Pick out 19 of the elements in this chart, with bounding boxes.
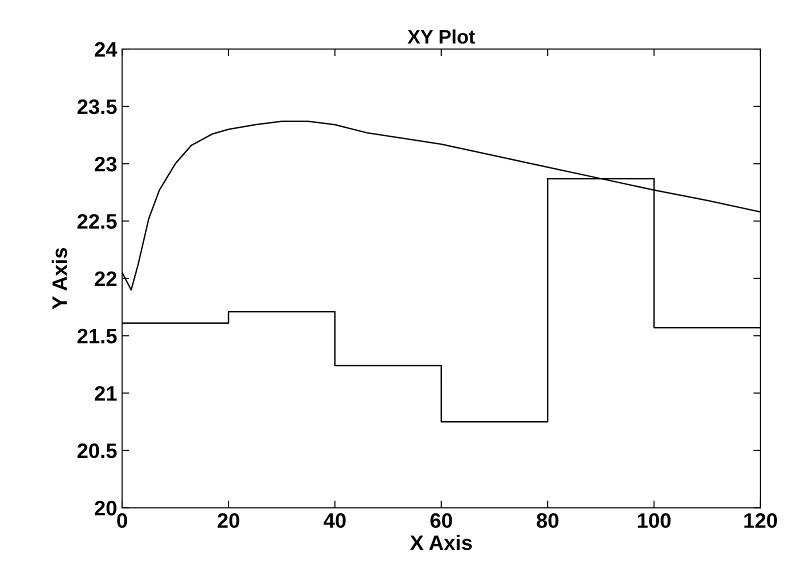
x-axis-title: X Axis (410, 534, 472, 550)
x-tick-label: 60 (430, 513, 452, 528)
y-tick-label: 20 (94, 500, 116, 516)
y-tick-label: 24 (94, 42, 118, 57)
chart-title: XY Plot (408, 29, 475, 44)
x-tick-label: 40 (324, 513, 346, 528)
y-tick-label: 23 (94, 156, 117, 172)
y-tick-label: 22.5 (77, 214, 117, 229)
x-tick-label: 20 (218, 513, 240, 528)
x-tick-label: 0 (117, 513, 128, 528)
y-tick-label: 20.5 (77, 443, 117, 458)
x-tick-label: 100 (638, 513, 671, 528)
y-axis-title: Y Axis (52, 248, 68, 310)
y-tick-label: 23.5 (77, 99, 117, 114)
x-tick-label: 120 (744, 513, 777, 528)
y-tick-label: 21.5 (77, 328, 117, 344)
x-tick-label: 80 (536, 513, 558, 528)
y-tick-label: 22 (94, 271, 116, 286)
y-tick-label: 21 (94, 386, 117, 401)
